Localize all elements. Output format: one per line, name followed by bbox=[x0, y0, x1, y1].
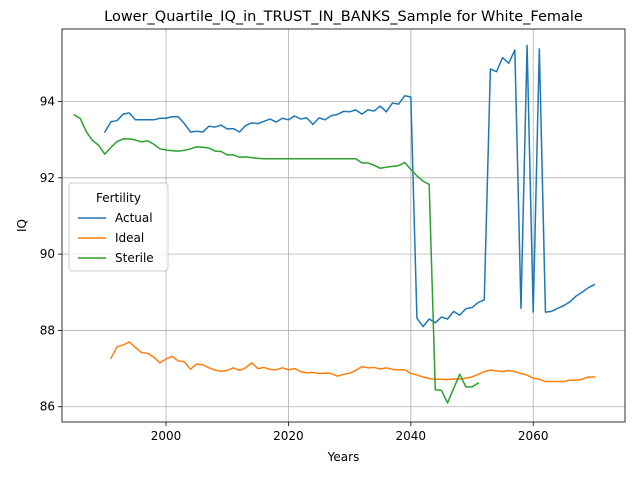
x-tick-label: 2000 bbox=[151, 429, 182, 443]
x-tick-label: 2040 bbox=[396, 429, 427, 443]
y-tick-label: 86 bbox=[40, 400, 55, 414]
x-axis-label: Years bbox=[327, 450, 360, 464]
legend-label-actual: Actual bbox=[115, 211, 153, 225]
plot-frame bbox=[61, 28, 626, 423]
legend-title: Fertility bbox=[96, 191, 141, 205]
axis-ticks: 2000 2020 2040 2060 86 88 90 92 94 bbox=[40, 94, 549, 443]
y-axis-label: IQ bbox=[15, 219, 29, 232]
y-tick-label: 92 bbox=[40, 171, 55, 185]
series-line-ideal bbox=[109, 341, 596, 383]
x-tick-label: 2020 bbox=[273, 429, 304, 443]
y-tick-label: 94 bbox=[40, 94, 55, 108]
legend: Fertility Actual Ideal Sterile bbox=[68, 182, 169, 272]
series-line-actual bbox=[103, 44, 596, 328]
y-tick-label: 90 bbox=[40, 247, 55, 261]
series-lines bbox=[73, 44, 596, 404]
x-tick-label: 2060 bbox=[518, 429, 549, 443]
legend-label-ideal: Ideal bbox=[115, 231, 144, 245]
y-tick-label: 88 bbox=[40, 323, 55, 337]
chart-title: Lower_Quartile_IQ_in_TRUST_IN_BANKS_Samp… bbox=[104, 9, 583, 25]
legend-label-sterile: Sterile bbox=[115, 251, 154, 265]
legend-box bbox=[68, 182, 169, 272]
series-line-sterile bbox=[73, 113, 480, 404]
